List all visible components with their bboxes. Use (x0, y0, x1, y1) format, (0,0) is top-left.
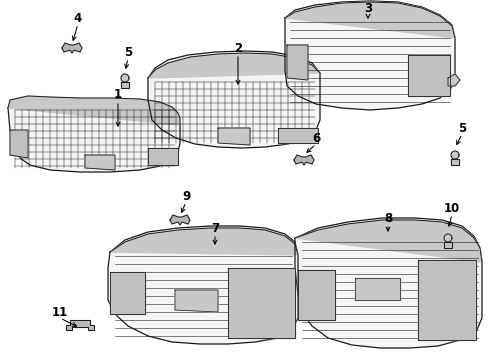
Polygon shape (444, 234, 452, 242)
Polygon shape (10, 130, 28, 158)
Text: 2: 2 (234, 41, 242, 54)
Polygon shape (121, 74, 129, 82)
Text: 4: 4 (74, 12, 82, 24)
Text: 9: 9 (182, 189, 190, 202)
Polygon shape (218, 128, 250, 145)
Polygon shape (451, 159, 459, 165)
Polygon shape (294, 155, 314, 165)
Text: 5: 5 (458, 122, 466, 135)
Polygon shape (444, 242, 452, 248)
Polygon shape (298, 270, 335, 320)
Text: 3: 3 (364, 1, 372, 14)
Polygon shape (170, 215, 190, 225)
Polygon shape (8, 96, 180, 125)
Polygon shape (287, 45, 308, 80)
Polygon shape (295, 218, 482, 348)
Polygon shape (110, 272, 145, 314)
Polygon shape (148, 51, 320, 148)
Text: 1: 1 (114, 89, 122, 102)
Text: 11: 11 (52, 306, 68, 319)
Polygon shape (228, 268, 295, 338)
Polygon shape (85, 155, 115, 170)
Text: 8: 8 (384, 211, 392, 225)
Polygon shape (295, 220, 482, 262)
Polygon shape (148, 148, 178, 165)
Polygon shape (66, 320, 94, 330)
Polygon shape (355, 278, 400, 300)
Polygon shape (451, 151, 459, 159)
Polygon shape (418, 260, 476, 340)
Text: 7: 7 (211, 221, 219, 234)
Polygon shape (148, 53, 320, 78)
Polygon shape (8, 103, 180, 172)
Polygon shape (110, 228, 298, 255)
Polygon shape (448, 74, 460, 86)
Text: 10: 10 (444, 202, 460, 215)
Polygon shape (108, 226, 298, 344)
Polygon shape (408, 55, 450, 96)
Polygon shape (285, 2, 455, 38)
Polygon shape (278, 128, 318, 143)
Polygon shape (62, 43, 82, 53)
Text: 6: 6 (312, 131, 320, 144)
Polygon shape (175, 290, 218, 312)
Text: 5: 5 (124, 45, 132, 58)
Polygon shape (121, 82, 129, 88)
Polygon shape (285, 1, 455, 110)
